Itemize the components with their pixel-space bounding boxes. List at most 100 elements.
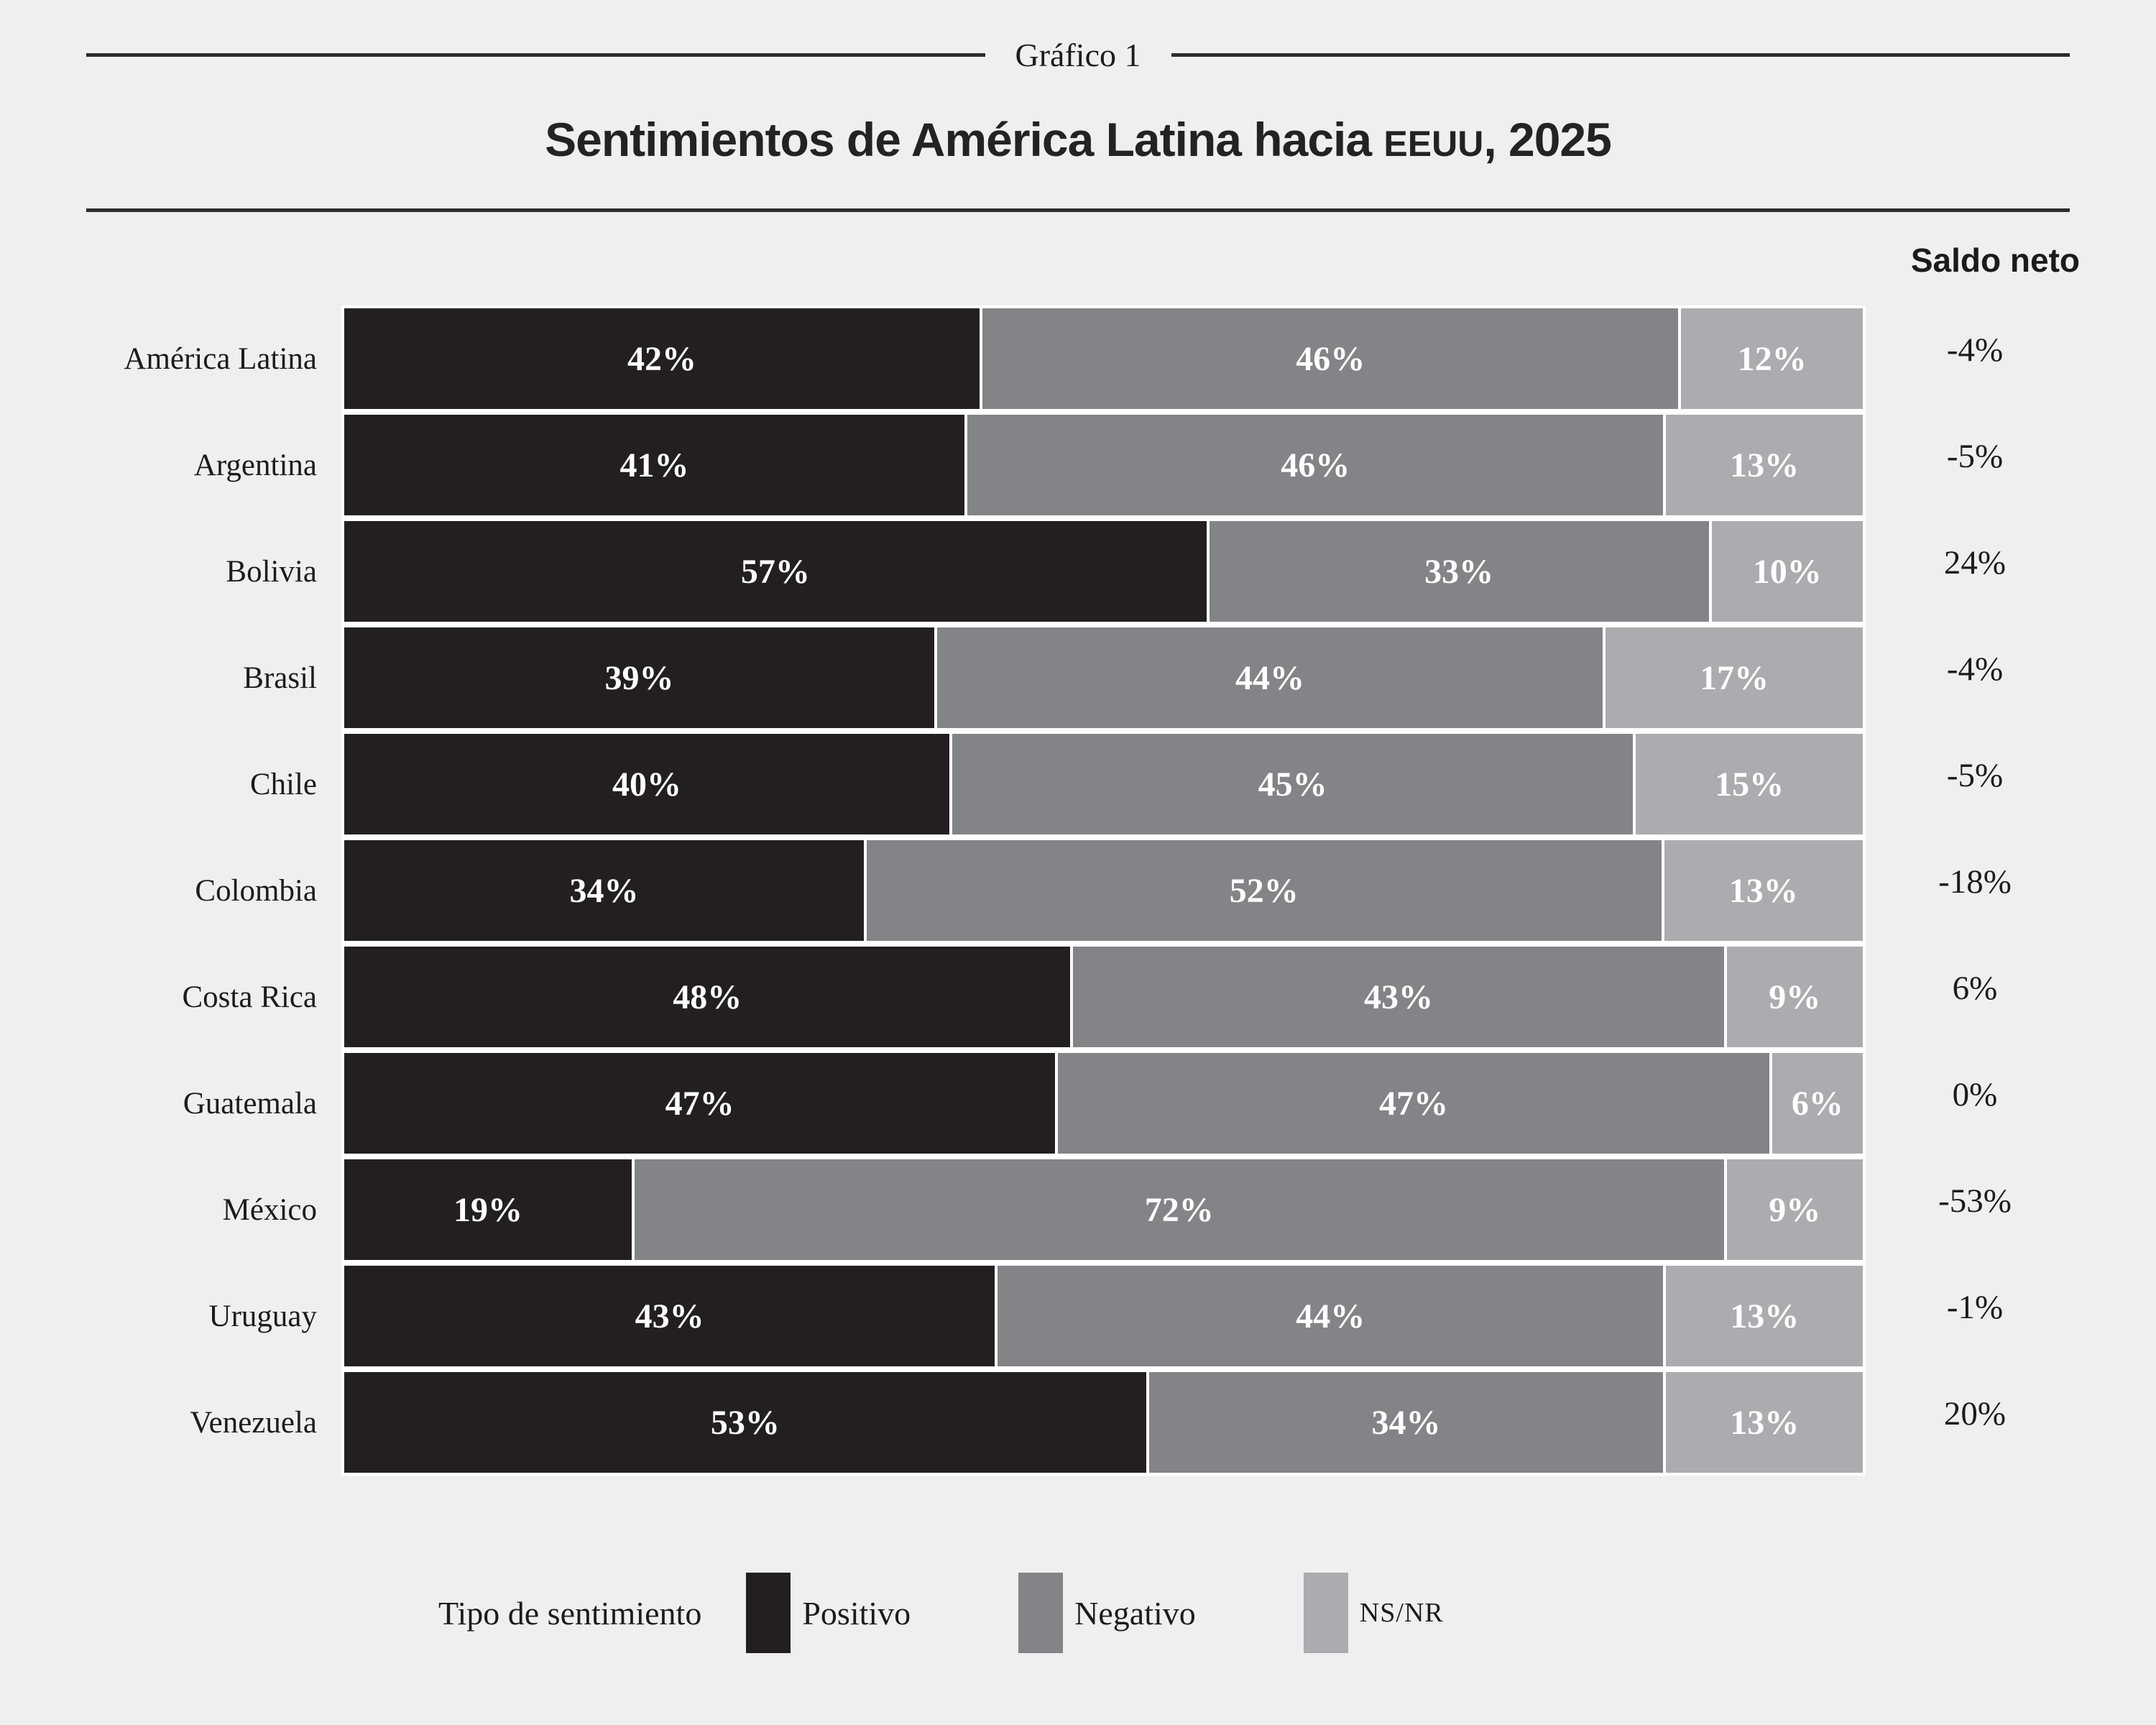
chart-title-year: , 2025 [1483, 113, 1611, 166]
header-rule [86, 208, 2070, 212]
kicker-rule-right [1171, 52, 2070, 57]
stacked-bar: 19% 72% 9% [341, 1156, 1866, 1263]
negativo-segment: 72% [634, 1159, 1724, 1260]
nsnr-value-label: 13% [1730, 1297, 1800, 1335]
positivo-segment: 53% [344, 1372, 1146, 1473]
positivo-segment: 34% [344, 840, 864, 941]
bar-row: Bolivia 57% 33% 10% 24% [72, 518, 2084, 625]
negativo-value-label: 52% [1229, 871, 1299, 910]
negativo-segment: 43% [1073, 947, 1724, 1047]
bar-row: Chile 40% 45% 15% -5% [72, 731, 2084, 837]
country-label: Venezuela [190, 1405, 317, 1440]
negativo-value-label: 47% [1379, 1084, 1449, 1123]
legend-title: Tipo de sentimiento [438, 1594, 702, 1632]
negativo-value-label: 46% [1281, 446, 1350, 484]
negativo-value-label: 34% [1371, 1403, 1441, 1442]
positivo-value-label: 42% [627, 339, 697, 378]
positivo-value-label: 57% [740, 552, 810, 591]
bar-rows: América Latina 42% 46% 12% -4% Argentina… [72, 305, 2084, 1476]
positivo-segment: 41% [344, 415, 965, 515]
nsnr-value-label: 12% [1737, 339, 1807, 378]
positivo-value-label: 41% [619, 446, 689, 484]
positivo-segment: 57% [344, 521, 1207, 622]
negativo-legend-label: Negativo [1074, 1594, 1196, 1632]
country-label: Colombia [195, 873, 317, 908]
positivo-value-label: 47% [665, 1084, 734, 1123]
kicker-rule-left [86, 52, 985, 57]
net-balance-value: -4% [1946, 331, 2004, 369]
positivo-swatch [746, 1573, 791, 1653]
nsnr-segment: 9% [1726, 1159, 1863, 1260]
negativo-segment: 44% [998, 1266, 1664, 1366]
positivo-value-label: 39% [604, 658, 674, 697]
net-balance-value: -5% [1946, 757, 2004, 794]
positivo-value-label: 43% [635, 1297, 704, 1335]
chart-title-smallcaps: EEUU [1383, 124, 1484, 164]
legend-item-nsnr: NS/NR [1303, 1573, 1444, 1653]
bar-row: Guatemala 47% 47% 6% 0% [72, 1050, 2084, 1156]
nsnr-segment: 13% [1666, 415, 1863, 515]
country-label: Bolivia [226, 554, 317, 589]
positivo-value-label: 40% [612, 765, 681, 804]
positivo-value-label: 53% [710, 1403, 780, 1442]
net-balance-value: 24% [1943, 544, 2007, 581]
positivo-segment: 39% [344, 627, 934, 728]
net-balance-header: Saldo neto [1910, 242, 2080, 279]
negativo-segment: 44% [936, 627, 1603, 728]
chart-title-main: Sentimientos de América Latina hacia [545, 113, 1384, 166]
country-label: Guatemala [183, 1086, 317, 1121]
stacked-bar: 48% 43% 9% [341, 944, 1866, 1050]
nsnr-swatch [1303, 1573, 1348, 1653]
bar-row: Colombia 34% 52% 13% -18% [72, 837, 2084, 944]
negativo-value-label: 43% [1363, 978, 1433, 1016]
negativo-segment: 46% [967, 415, 1664, 515]
net-balance-value: 20% [1943, 1395, 2007, 1432]
chart-title: Sentimientos de América Latina hacia EEU… [72, 111, 2084, 172]
net-balance-value: -5% [1946, 438, 2004, 475]
net-balance-value: 6% [1952, 970, 1998, 1007]
legend-item-positivo: Positivo [746, 1573, 911, 1653]
stacked-bar: 40% 45% 15% [341, 731, 1866, 837]
positivo-value-label: 19% [453, 1190, 522, 1229]
kicker-row: Gráfico 1 [86, 34, 2070, 75]
nsnr-value-label: 9% [1769, 1190, 1821, 1229]
net-balance-value: -18% [1938, 863, 2012, 901]
legend-item-negativo: Negativo [1018, 1573, 1196, 1653]
country-label: Brasil [243, 661, 317, 695]
stacked-bar: 57% 33% 10% [341, 518, 1866, 625]
negativo-segment: 47% [1058, 1053, 1769, 1154]
nsnr-value-label: 13% [1730, 1403, 1800, 1442]
positivo-segment: 48% [344, 947, 1071, 1047]
bar-row: Argentina 41% 46% 13% -5% [72, 412, 2084, 518]
figure-number: Gráfico 1 [1015, 36, 1141, 73]
stacked-bar: 34% 52% 13% [341, 837, 1866, 944]
nsnr-value-label: 17% [1700, 658, 1769, 697]
positivo-legend-label: Positivo [802, 1594, 911, 1632]
negativo-value-label: 72% [1144, 1190, 1214, 1229]
nsnr-segment: 6% [1772, 1053, 1863, 1154]
positivo-segment: 47% [344, 1053, 1056, 1154]
negativo-segment: 33% [1209, 521, 1709, 622]
stacked-bar: 53% 34% 13% [341, 1369, 1866, 1476]
stacked-bar: 47% 47% 6% [341, 1050, 1866, 1156]
negativo-segment: 46% [982, 308, 1679, 409]
nsnr-segment: 13% [1666, 1372, 1864, 1473]
nsnr-value-label: 10% [1752, 552, 1822, 591]
negativo-value-label: 46% [1296, 339, 1365, 378]
bar-row: Uruguay 43% 44% 13% -1% [72, 1263, 2084, 1369]
country-label: América Latina [124, 341, 317, 376]
legend: Tipo de sentimiento Positivo Negativo NS… [438, 1573, 2084, 1653]
nsnr-segment: 12% [1681, 308, 1863, 409]
bar-row: América Latina 42% 46% 12% -4% [72, 305, 2084, 412]
nsnr-value-label: 13% [1728, 871, 1798, 910]
negativo-value-label: 33% [1424, 552, 1494, 591]
nsnr-segment: 15% [1636, 734, 1863, 834]
nsnr-value-label: 13% [1730, 446, 1800, 484]
positivo-segment: 40% [344, 734, 949, 834]
positivo-segment: 42% [344, 308, 980, 409]
nsnr-value-label: 9% [1769, 978, 1821, 1016]
negativo-segment: 52% [866, 840, 1662, 941]
bar-row: México 19% 72% 9% -53% [72, 1156, 2084, 1263]
nsnr-value-label: 6% [1791, 1084, 1843, 1123]
country-label: México [222, 1192, 317, 1227]
